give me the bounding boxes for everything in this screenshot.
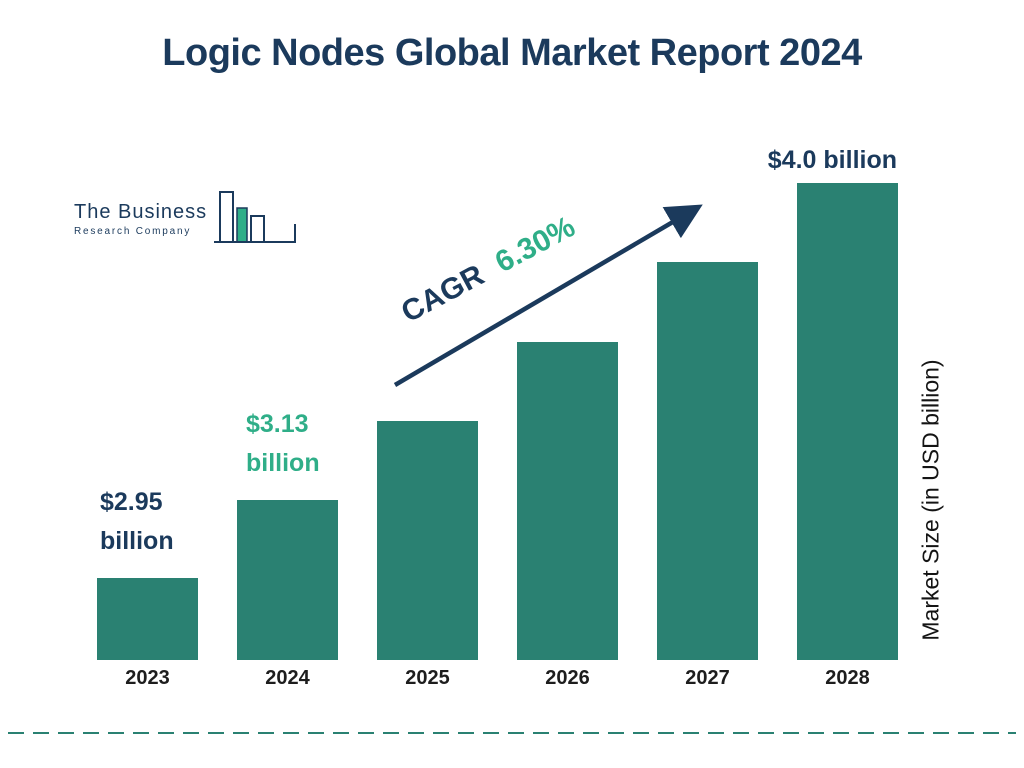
logo-text: The Business Research Company (74, 201, 207, 237)
bar-group (97, 183, 898, 660)
x-tick-2025: 2025 (405, 667, 450, 689)
x-axis-labels: 2023 2024 2025 2026 2027 2028 (97, 667, 898, 690)
value-line: $2.95 (100, 488, 163, 516)
cagr-trend-arrow (393, 204, 703, 387)
x-tick-2026: 2026 (545, 667, 590, 689)
logo-name: The Business (74, 201, 208, 223)
value-label-2028: $4.0 billion (768, 141, 897, 180)
bar-2028 (797, 183, 898, 660)
bar-2023 (97, 578, 198, 660)
bottom-dashed-divider (8, 732, 1016, 734)
bar-2027 (657, 262, 758, 660)
x-tick-2028: 2028 (825, 667, 870, 689)
value-line: billion (100, 527, 174, 555)
value-line: $3.13 (246, 410, 309, 438)
x-tick-2027: 2027 (685, 667, 730, 689)
bar-2026 (517, 342, 618, 660)
y-axis-title: Market Size (in USD billion) (917, 359, 944, 641)
value-line: billion (246, 449, 320, 477)
bar-2025 (377, 421, 478, 660)
logo-barchart-icon (214, 191, 297, 243)
bar-2024 (237, 500, 338, 660)
company-logo: The Business Research Company (74, 188, 298, 250)
value-label-2023: $2.95 billion (100, 483, 174, 561)
value-line: $4.0 billion (767, 146, 897, 174)
page-title: Logic Nodes Global Market Report 2024 (162, 32, 862, 74)
x-tick-2023: 2023 (125, 667, 170, 689)
x-tick-2024: 2024 (265, 667, 310, 689)
value-label-2024: $3.13 billion (246, 405, 320, 483)
logo-subname: Research Company (74, 226, 192, 237)
